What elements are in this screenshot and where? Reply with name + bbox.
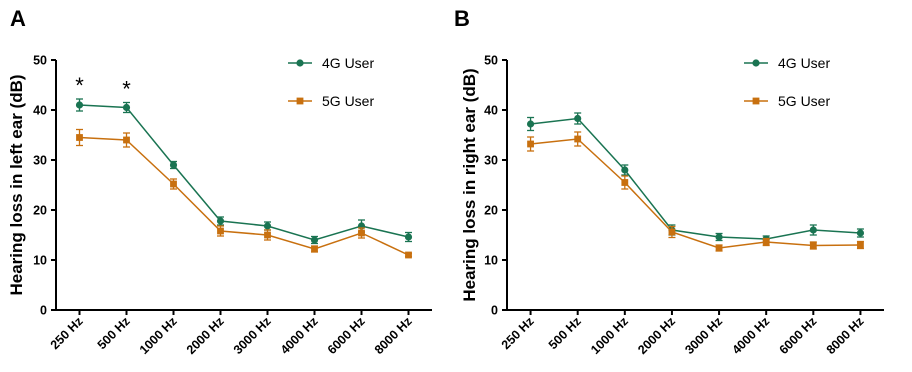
y-axis-label: Hearing loss in right ear (dB): [460, 68, 479, 301]
y-tick-label: 30: [33, 154, 47, 168]
x-tick-label: 2000 Hz: [184, 314, 227, 357]
x-tick-label: 4000 Hz: [729, 314, 772, 357]
x-tick-label: 250 Hz: [499, 314, 537, 352]
data-point: [170, 180, 177, 188]
data-point: [264, 231, 271, 239]
series-line-5g: [79, 136, 409, 256]
y-tick-label: 20: [484, 204, 498, 218]
y-tick-label: 50: [484, 54, 498, 68]
data-point: [621, 179, 629, 186]
y-tick-label: 40: [484, 104, 498, 118]
x-tick-label: 4000 Hz: [278, 314, 321, 357]
y-tick-label: 0: [491, 304, 498, 318]
data-point: [526, 120, 535, 128]
data-point: [574, 135, 582, 143]
significance-marker: *: [122, 77, 131, 102]
data-point: [809, 226, 817, 234]
data-point: [762, 238, 770, 246]
panel-letter: B: [454, 6, 470, 31]
data-point: [857, 241, 864, 249]
x-tick-label: 500 Hz: [546, 314, 584, 352]
x-tick-label: 6000 Hz: [777, 314, 820, 357]
data-point: [405, 251, 412, 259]
legend-marker: [296, 97, 304, 105]
data-point: [715, 244, 723, 252]
y-tick-label: 40: [33, 104, 47, 118]
legend-label: 5G User: [322, 93, 374, 109]
panel-letter: A: [10, 6, 26, 31]
y-tick-label: 10: [484, 254, 498, 268]
data-point: [123, 136, 130, 144]
legend-marker: [296, 59, 304, 67]
y-tick-label: 20: [33, 204, 47, 218]
x-tick-label: 8000 Hz: [372, 314, 415, 357]
x-tick-label: 6000 Hz: [325, 314, 368, 357]
data-point: [809, 242, 817, 249]
data-point: [216, 217, 225, 225]
series-line-4g: [530, 117, 861, 240]
data-point: [310, 236, 319, 244]
significance-marker: *: [75, 73, 84, 98]
x-tick-label: 1000 Hz: [137, 314, 180, 357]
legend-marker: [752, 97, 760, 105]
x-tick-label: 2000 Hz: [635, 314, 678, 357]
x-tick-label: 500 Hz: [95, 314, 133, 352]
data-point: [527, 140, 534, 148]
data-point: [122, 103, 131, 112]
data-point: [856, 229, 865, 237]
legend-marker: [752, 59, 760, 67]
data-point: [76, 134, 83, 141]
y-tick-label: 30: [484, 154, 498, 168]
data-point: [358, 229, 365, 237]
data-point: [75, 101, 84, 109]
chart-panel-a: A 0 10 20 30 40 50 250 Hz 500 Hz 1000 Hz 2000 Hz 30…: [7, 6, 432, 357]
chart-panel-b: B 0 10 20 30 40 50 250 Hz 500 Hz 1000 Hz 2000 Hz 30…: [454, 6, 884, 357]
data-point: [668, 228, 676, 236]
y-tick-label: 10: [33, 254, 47, 268]
legend-label: 5G User: [778, 93, 830, 109]
x-tick-label: 1000 Hz: [588, 314, 631, 357]
series-line-4g: [79, 104, 409, 241]
series-line-5g: [530, 138, 861, 249]
data-point: [621, 166, 629, 174]
data-point: [715, 233, 723, 241]
y-axis-label: Hearing loss in left ear (dB): [7, 74, 26, 295]
data-point: [574, 114, 582, 123]
y-tick-label: 50: [33, 54, 47, 68]
x-tick-label: 8000 Hz: [824, 314, 867, 357]
x-tick-label: 3000 Hz: [231, 314, 274, 357]
data-point: [404, 233, 413, 241]
x-tick-label: 3000 Hz: [682, 314, 725, 357]
data-point: [169, 161, 178, 169]
legend-label: 4G User: [778, 55, 830, 71]
legend-label: 4G User: [322, 55, 374, 71]
data-point: [217, 227, 224, 235]
x-tick-label: 250 Hz: [48, 314, 86, 352]
data-point: [311, 245, 318, 253]
data-point: [263, 222, 272, 230]
y-tick-label: 0: [40, 304, 47, 318]
